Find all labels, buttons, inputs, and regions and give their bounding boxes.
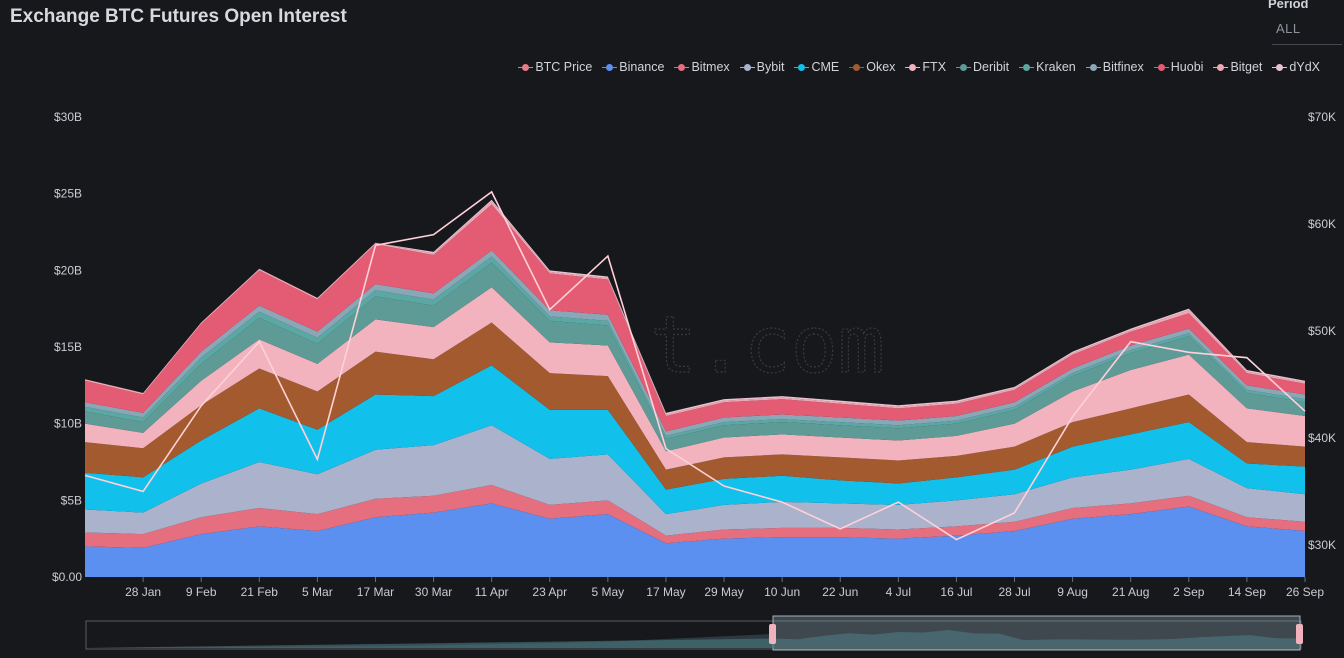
- legend-label: Okex: [866, 60, 896, 74]
- legend-label: CME: [811, 60, 840, 74]
- btc-price-line: [84, 190, 1306, 541]
- btc-price-path: [84, 190, 1306, 541]
- legend-item-ftx[interactable]: FTX: [905, 60, 947, 74]
- navigator-left-handle[interactable]: [769, 624, 776, 644]
- legend-label: Kraken: [1036, 60, 1076, 74]
- y-left-tick-label: $30B: [54, 110, 82, 124]
- x-tick-label: 23 Apr: [532, 585, 567, 599]
- range-navigator[interactable]: [85, 615, 1303, 651]
- legend-label: FTX: [922, 60, 947, 74]
- legend-marker-icon: [849, 63, 865, 71]
- x-tick-label: 9 Feb: [186, 585, 217, 599]
- legend-item-bitget[interactable]: Bitget: [1213, 60, 1263, 74]
- legend-marker-icon: [739, 63, 755, 71]
- y-right-tick-label: $30K: [1308, 538, 1336, 552]
- period-selector[interactable]: Period ALL: [1262, 0, 1344, 48]
- x-tick-label: 14 Sep: [1228, 585, 1266, 599]
- legend-item-btc-price[interactable]: BTC Price: [518, 60, 593, 74]
- y-left-tick-label: $25B: [54, 187, 82, 201]
- legend-item-bybit[interactable]: Bybit: [739, 60, 785, 74]
- x-tick-label: 17 Mar: [357, 585, 394, 599]
- x-tick-label: 30 Mar: [415, 585, 452, 599]
- x-tick-label: 11 Apr: [475, 585, 509, 599]
- legend-label: Deribit: [973, 60, 1010, 74]
- period-underline: [1272, 44, 1342, 45]
- legend-marker-icon: [1213, 63, 1229, 71]
- legend-item-cme[interactable]: CME: [794, 60, 840, 74]
- x-tick-label: 16 Jul: [940, 585, 972, 599]
- legend-marker-icon: [1085, 63, 1101, 71]
- x-axis: 28 Jan 9 Feb 21 Feb 5 Mar 17 Mar 30 Mar 11 Apr…: [125, 577, 1324, 599]
- area-bybit: [85, 425, 1305, 536]
- area-okex: [85, 322, 1305, 490]
- legend-marker-icon: [674, 63, 690, 71]
- legend-label: Bybit: [756, 60, 785, 74]
- legend-item-huobi[interactable]: Huobi: [1153, 60, 1204, 74]
- x-tick-label: 4 Jul: [886, 585, 911, 599]
- legend-item-binance[interactable]: Binance: [602, 60, 665, 74]
- x-tick-label: 21 Feb: [241, 585, 279, 599]
- area-bitmex: [85, 485, 1305, 548]
- y-right-tick-label: $70K: [1308, 110, 1336, 124]
- legend-marker-icon: [1153, 63, 1169, 71]
- legend-marker-icon: [1272, 63, 1288, 71]
- x-tick-label: 28 Jul: [999, 585, 1031, 599]
- y-left-tick-label: $5B: [61, 493, 82, 507]
- y-right-tick-label: $50K: [1308, 324, 1336, 338]
- y-right-tick-label: $40K: [1308, 431, 1336, 445]
- legend-label: Bitfinex: [1102, 60, 1144, 74]
- x-tick-label: 29 May: [704, 585, 743, 599]
- x-tick-label: 2 Sep: [1173, 585, 1205, 599]
- legend-marker-icon: [905, 63, 921, 71]
- x-tick-label: 26 Sep: [1286, 585, 1324, 599]
- navigator-series-area: [86, 629, 1300, 648]
- period-label: Period: [1268, 0, 1309, 11]
- legend-label: Binance: [619, 60, 665, 74]
- x-tick-label: 5 Mar: [302, 585, 333, 599]
- area-deribit: [85, 262, 1305, 452]
- x-tick-label: 22 Jun: [822, 585, 858, 599]
- legend-label: Huobi: [1170, 60, 1204, 74]
- legend-marker-icon: [518, 63, 534, 71]
- watermark: t.com: [649, 300, 885, 391]
- chart-legend: BTC Price Binance Bitmex Bybit CME Okex FTX Der…: [518, 60, 1320, 74]
- legend-label: BTC Price: [535, 60, 593, 74]
- x-tick-label: 17 May: [646, 585, 685, 599]
- y-left-tick-label: $15B: [54, 340, 82, 354]
- x-tick-label: 5 May: [592, 585, 625, 599]
- navigator-right-handle[interactable]: [1296, 624, 1303, 644]
- legend-item-bitmex[interactable]: Bitmex: [674, 60, 730, 74]
- x-tick-label: 10 Jun: [764, 585, 800, 599]
- legend-label: dYdX: [1289, 60, 1320, 74]
- y-left-tick-label: $0.00: [52, 570, 82, 584]
- area-huobi: [85, 204, 1305, 432]
- legend-item-deribit[interactable]: Deribit: [956, 60, 1010, 74]
- legend-marker-icon: [1019, 63, 1035, 71]
- page-title: Exchange BTC Futures Open Interest: [10, 6, 347, 27]
- stacked-areas: [85, 199, 1305, 577]
- y-left-tick-label: $10B: [54, 417, 82, 431]
- legend-marker-icon: [794, 63, 810, 71]
- y-right-tick-label: $60K: [1308, 217, 1336, 231]
- y-left-tick-label: $20B: [54, 263, 82, 277]
- legend-item-kraken[interactable]: Kraken: [1019, 60, 1076, 74]
- period-value[interactable]: ALL: [1276, 21, 1301, 36]
- legend-label: Bitget: [1230, 60, 1263, 74]
- legend-item-dydx[interactable]: dYdX: [1272, 60, 1320, 74]
- x-tick-label: 9 Aug: [1057, 585, 1088, 599]
- legend-item-okex[interactable]: Okex: [849, 60, 896, 74]
- area-cme: [85, 365, 1305, 515]
- area-ftx: [85, 287, 1305, 470]
- legend-label: Bitmex: [691, 60, 730, 74]
- legend-marker-icon: [602, 63, 618, 71]
- area-binance: [85, 503, 1305, 577]
- y-axis-right: $30K $40K $50K $60K $70K: [1308, 110, 1336, 552]
- legend-item-bitfinex[interactable]: Bitfinex: [1085, 60, 1144, 74]
- watermark-text: t.com: [650, 301, 885, 391]
- x-tick-label: 21 Aug: [1112, 585, 1149, 599]
- y-axis-left: $0.00 $5B $10B $15B $20B $25B $30B: [52, 110, 82, 584]
- x-tick-label: 28 Jan: [125, 585, 161, 599]
- legend-marker-icon: [956, 63, 972, 71]
